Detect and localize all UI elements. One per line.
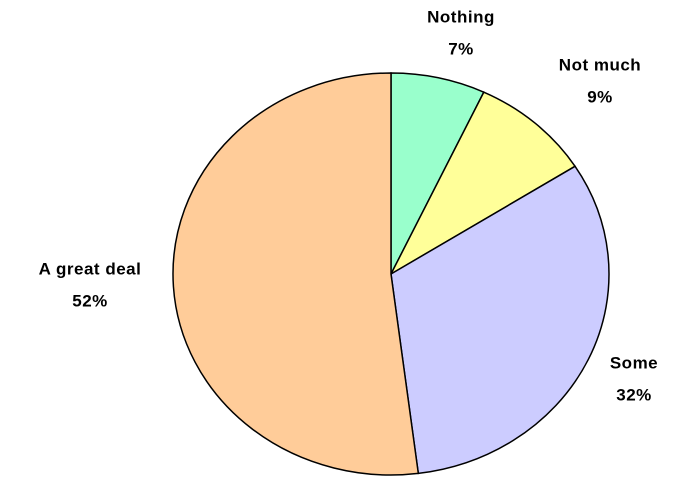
pie-slice [172,72,420,476]
slice-label: Not much [559,55,641,74]
slice-value-label: 32% [616,385,652,404]
slice-value-label: 7% [448,39,474,58]
slice-label: A great deal [39,259,142,278]
slice-value-label: 52% [72,291,108,310]
slice-value-label: 9% [587,87,613,106]
pie-slice [390,165,610,475]
slice-label: Some [610,353,658,372]
pie-slice [389,91,577,276]
slice-label: Nothing [427,7,495,26]
